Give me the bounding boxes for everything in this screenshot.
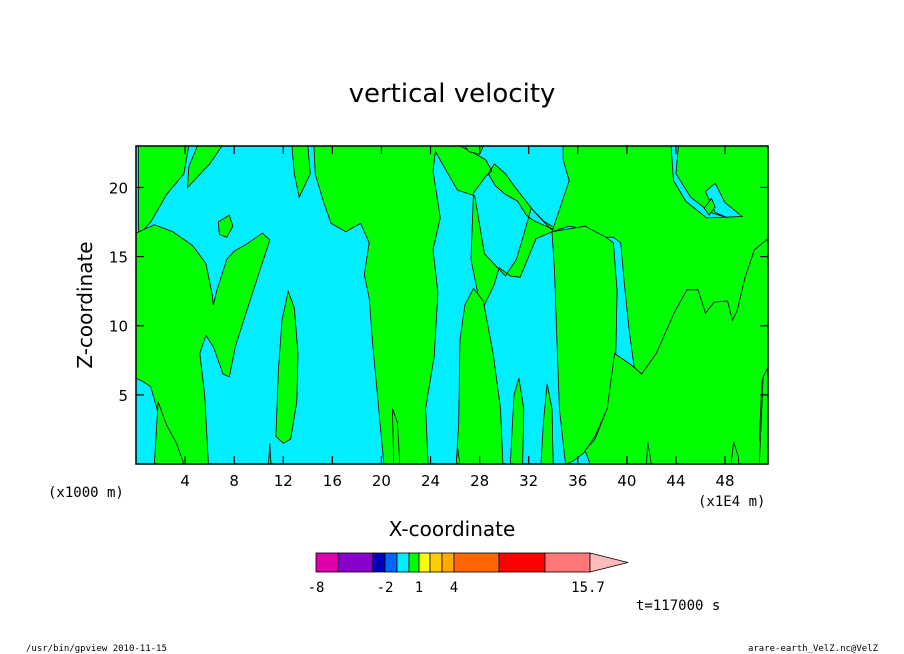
y-tick-label: 20 — [109, 179, 128, 197]
time-label: t=117000 s — [636, 598, 720, 614]
colorbar-swatch — [396, 552, 410, 573]
x-tick-label: 8 — [229, 472, 239, 490]
positive-velocity-regions — [135, 145, 769, 465]
positive-region — [703, 197, 716, 216]
x-tick-label: 12 — [274, 472, 293, 490]
x-tick-label: 36 — [568, 472, 587, 490]
colorbar-swatch — [384, 552, 398, 573]
x-tick-label: 20 — [372, 472, 391, 490]
x-tick-label: 4 — [180, 472, 190, 490]
colorbar-swatch — [337, 552, 374, 573]
colorbar-arrow — [589, 552, 629, 573]
colorbar-swatch — [429, 552, 443, 573]
chart-title: vertical velocity — [349, 79, 556, 109]
colorbar-swatch — [315, 552, 339, 573]
y-unit-label: (x1000 m) — [48, 485, 124, 501]
colorbar-swatch — [372, 552, 386, 573]
footer-left: /usr/bin/gpview 2010-11-15 — [26, 644, 167, 654]
colorbar-swatch — [453, 552, 500, 573]
x-tick-label: 48 — [716, 472, 735, 490]
y-axis-ticks: 5 10 15 20 — [109, 179, 768, 405]
x-axis-label: X-coordinate — [389, 517, 516, 541]
colorbar-swatch — [418, 552, 431, 573]
y-tick-label: 10 — [109, 318, 128, 336]
plot-frame — [135, 145, 769, 465]
y-tick-label: 15 — [109, 249, 128, 267]
colorbar-swatch — [441, 552, 455, 573]
colorbar-label: -2 — [377, 580, 394, 596]
colorbar-label: 4 — [450, 580, 458, 596]
positive-region — [455, 287, 504, 465]
x-tick-label: 16 — [323, 472, 342, 490]
colorbar-swatch — [544, 552, 591, 573]
y-axis-label: Z-coordinate — [73, 241, 97, 368]
x-tick-label: 24 — [421, 472, 440, 490]
footer-right: arare-earth_VelZ.nc@VelZ — [748, 644, 879, 654]
colorbar: -8 -2 1 4 15.7 — [308, 552, 629, 596]
x-tick-label: 44 — [666, 472, 685, 490]
x-tick-label: 32 — [519, 472, 538, 490]
colorbar-label: 15.7 — [571, 580, 605, 596]
colorbar-swatch — [408, 552, 420, 573]
x-tick-label: 28 — [470, 472, 489, 490]
colorbar-swatch — [498, 552, 546, 573]
x-axis-ticks: 4 8 12 16 20 24 28 32 36 40 44 48 — [180, 146, 735, 490]
x-unit-label: (x1E4 m) — [698, 494, 765, 510]
colorbar-label: -8 — [308, 580, 325, 596]
x-tick-label: 40 — [617, 472, 636, 490]
colorbar-label: 1 — [415, 580, 423, 596]
positive-region — [217, 214, 234, 238]
positive-region — [275, 289, 299, 444]
y-tick-label: 5 — [118, 387, 128, 405]
